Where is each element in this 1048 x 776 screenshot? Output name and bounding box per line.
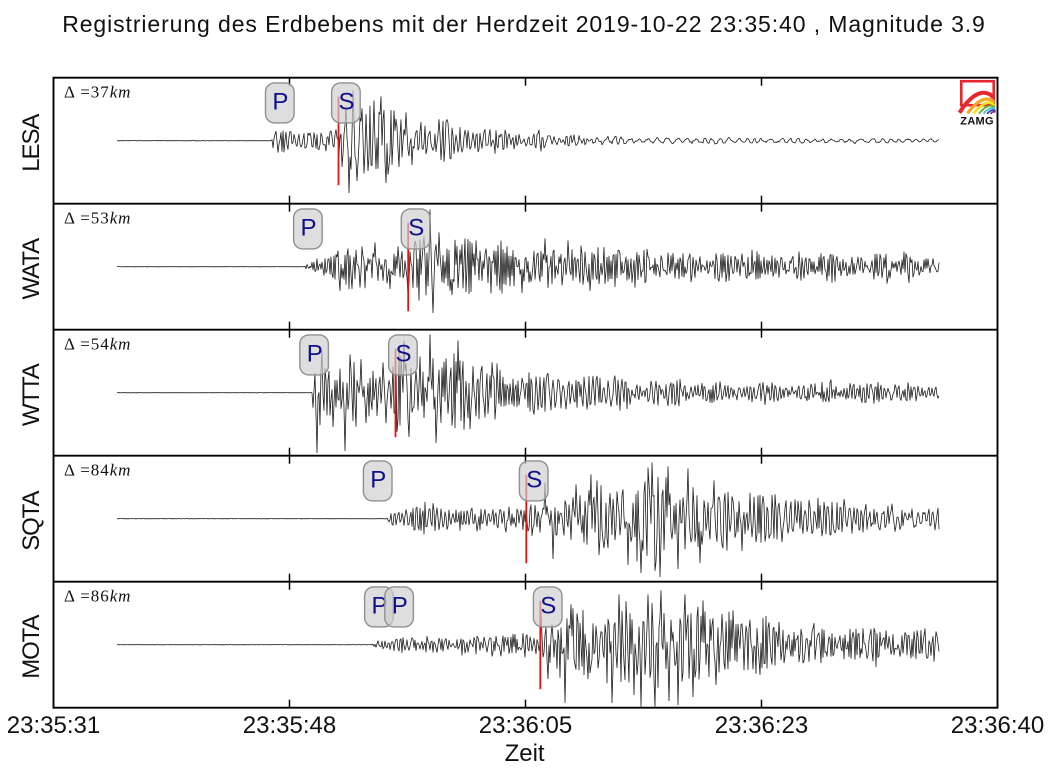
- svg-text:S: S: [396, 341, 412, 368]
- svg-text:Δ =84km: Δ =84km: [64, 461, 131, 480]
- svg-text:23:35:48: 23:35:48: [243, 712, 336, 739]
- svg-text:P: P: [392, 593, 408, 620]
- svg-text:Δ =86km: Δ =86km: [64, 587, 131, 606]
- svg-text:S: S: [526, 467, 542, 494]
- svg-text:23:36:23: 23:36:23: [715, 712, 808, 739]
- svg-text:WATA: WATA: [18, 238, 45, 300]
- svg-text:P: P: [370, 467, 386, 494]
- svg-text:S: S: [540, 593, 556, 620]
- svg-text:P: P: [301, 215, 317, 242]
- svg-text:Registrierung des Erdbebens mi: Registrierung des Erdbebens mit der Herd…: [62, 11, 986, 37]
- svg-text:Δ =37km: Δ =37km: [64, 83, 131, 102]
- svg-text:SQTA: SQTA: [18, 491, 45, 551]
- svg-text:23:36:40: 23:36:40: [951, 712, 1044, 739]
- svg-text:WTTA: WTTA: [18, 363, 45, 426]
- svg-text:S: S: [339, 89, 355, 116]
- svg-text:P: P: [307, 341, 323, 368]
- svg-text:23:36:05: 23:36:05: [479, 712, 572, 739]
- svg-text:P: P: [372, 593, 388, 620]
- svg-text:MOTA: MOTA: [18, 615, 45, 679]
- svg-text:23:35:31: 23:35:31: [7, 712, 100, 739]
- svg-text:S: S: [408, 215, 424, 242]
- svg-text:ZAMG: ZAMG: [960, 115, 994, 127]
- svg-text:Δ =53km: Δ =53km: [64, 209, 131, 228]
- svg-text:P: P: [272, 89, 288, 116]
- svg-text:LESA: LESA: [18, 114, 45, 172]
- svg-text:Δ =54km: Δ =54km: [64, 335, 131, 354]
- svg-text:Zeit: Zeit: [505, 740, 545, 767]
